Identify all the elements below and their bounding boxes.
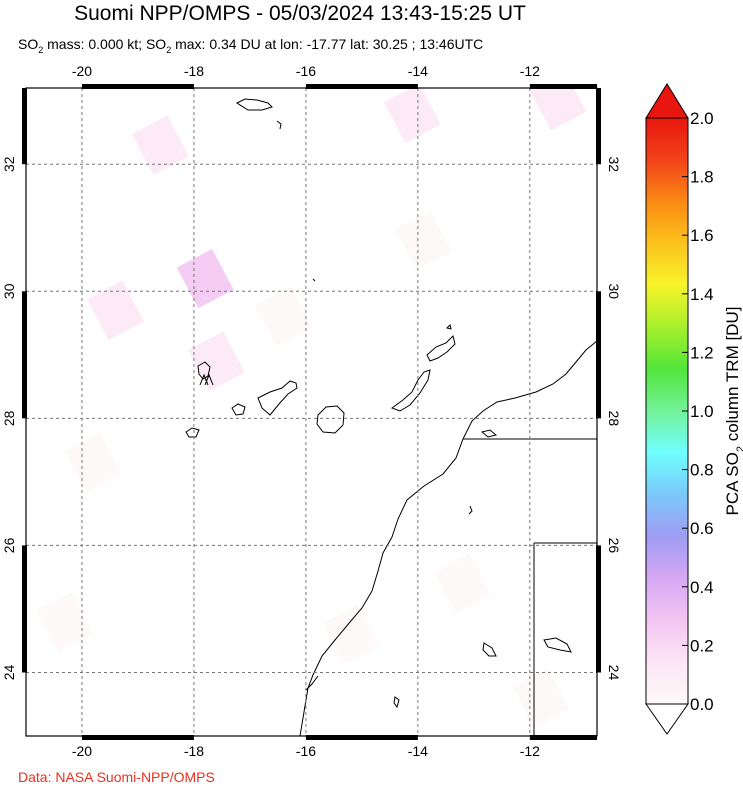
lon-tick-label: -20 bbox=[72, 63, 92, 79]
lon-tick-label: -20 bbox=[72, 743, 92, 759]
frame-segment bbox=[81, 735, 194, 740]
colorbar-label: 1.4 bbox=[690, 285, 714, 304]
colorbar-label: 2.0 bbox=[690, 109, 714, 128]
so2-cell bbox=[131, 115, 189, 175]
lon-tick-label: -14 bbox=[408, 743, 428, 759]
island-gran-canaria bbox=[316, 405, 345, 434]
data-credit: Data: NASA Suomi-NPP/OMPS bbox=[18, 769, 215, 785]
colorbar-label: 1.0 bbox=[690, 402, 714, 421]
so2-cell bbox=[64, 433, 122, 493]
lat-tick-label: 24 bbox=[1, 664, 17, 680]
island-lanzarote bbox=[426, 335, 456, 362]
island-savages bbox=[312, 278, 316, 282]
frame-segment bbox=[305, 735, 418, 740]
so2-cell-layer bbox=[36, 88, 587, 728]
so2-cell bbox=[87, 280, 145, 341]
colorbar-gradient bbox=[645, 117, 689, 705]
graticule bbox=[26, 88, 597, 736]
lat-tick-label: 28 bbox=[1, 410, 17, 426]
island-la-gomera bbox=[231, 403, 246, 416]
colorbar-label: 0.4 bbox=[690, 578, 714, 597]
coast-islet-5 bbox=[393, 696, 400, 709]
frame-segment bbox=[596, 291, 601, 419]
island-el-hierro bbox=[185, 427, 200, 438]
volcano-marker bbox=[199, 373, 214, 386]
so2-cell bbox=[434, 553, 492, 614]
coast-islet-3 bbox=[482, 642, 497, 657]
frame-segment bbox=[529, 84, 597, 89]
so2-cell bbox=[383, 88, 441, 144]
colorbar-over-triangle bbox=[645, 83, 689, 119]
frame-segment bbox=[529, 735, 597, 740]
lat-tick-label: 30 bbox=[606, 284, 622, 300]
so2-cell bbox=[395, 210, 452, 271]
so2-cell bbox=[512, 668, 570, 728]
colorbar-label: 1.6 bbox=[690, 226, 714, 245]
island-porto-santo bbox=[276, 120, 282, 130]
colorbar-label: 0.2 bbox=[690, 636, 714, 655]
africa-coastline bbox=[299, 340, 597, 736]
so2-cell bbox=[36, 591, 94, 652]
frame-segment bbox=[596, 545, 601, 673]
coast-islet-1 bbox=[480, 429, 498, 438]
lon-tick-label: -14 bbox=[408, 63, 428, 79]
lat-tick-label: 26 bbox=[1, 537, 17, 553]
colorbar-under-triangle bbox=[645, 703, 689, 735]
island-fuerteventura bbox=[390, 369, 431, 412]
so2-cell bbox=[176, 248, 234, 309]
frame-segment bbox=[305, 84, 418, 89]
coastline-layer bbox=[185, 98, 597, 736]
lat-tick-label: 30 bbox=[1, 283, 17, 299]
tick-labels: -20 -20 -18 -18 -16 -16 -14 -14 -12 -12 32 32 30 30 28… bbox=[1, 63, 622, 759]
frame-segment bbox=[596, 88, 601, 165]
lon-tick-label: -18 bbox=[184, 743, 204, 759]
frame-ticks bbox=[22, 84, 601, 740]
colorbar: 2.0 1.8 1.6 1.4 1.2 1.0 0.8 0.6 0.4 0.2 0.0 PCA SO2… bbox=[645, 83, 743, 735]
frame-segment bbox=[22, 88, 27, 165]
so2-cell bbox=[529, 88, 587, 131]
island-tenerife bbox=[257, 380, 298, 416]
lat-tick-label: 24 bbox=[606, 665, 622, 681]
lon-tick-label: -16 bbox=[296, 743, 316, 759]
colorbar-label: 1.2 bbox=[690, 343, 714, 362]
frame-segment bbox=[22, 291, 27, 419]
so2-cell bbox=[187, 331, 245, 391]
lon-tick-label: -16 bbox=[296, 63, 316, 79]
colorbar-label: 0.6 bbox=[690, 519, 714, 538]
map-subtitle: SO2 mass: 0.000 kt; SO2 max: 0.34 DU at … bbox=[18, 36, 484, 55]
lat-tick-label: 28 bbox=[606, 411, 622, 427]
colorbar-title: PCA SO2 column TRM [DU] bbox=[723, 307, 743, 516]
lon-tick-label: -12 bbox=[520, 743, 540, 759]
frame-segment bbox=[81, 84, 194, 89]
coast-islet-4 bbox=[543, 637, 572, 653]
so2-cell bbox=[255, 287, 312, 347]
coast-islet-2 bbox=[468, 505, 473, 515]
colorbar-label: 0.0 bbox=[690, 695, 714, 714]
colorbar-label: 0.8 bbox=[690, 461, 714, 480]
colorbar-label: 1.8 bbox=[690, 168, 714, 187]
map-title: Suomi NPP/OMPS - 05/03/2024 13:43-15:25 … bbox=[74, 2, 526, 25]
lat-tick-label: 32 bbox=[606, 156, 622, 172]
lon-tick-label: -12 bbox=[520, 63, 540, 79]
coast-inlet bbox=[305, 675, 319, 691]
lat-tick-label: 26 bbox=[606, 538, 622, 554]
lon-tick-label: -18 bbox=[184, 63, 204, 79]
island-la-palma bbox=[197, 361, 211, 380]
island-madeira bbox=[235, 98, 273, 111]
island-graciosa bbox=[446, 324, 452, 330]
lat-tick-label: 32 bbox=[1, 156, 17, 172]
map-frame bbox=[25, 87, 598, 737]
so2-cell bbox=[322, 604, 380, 665]
frame-segment bbox=[22, 545, 27, 673]
